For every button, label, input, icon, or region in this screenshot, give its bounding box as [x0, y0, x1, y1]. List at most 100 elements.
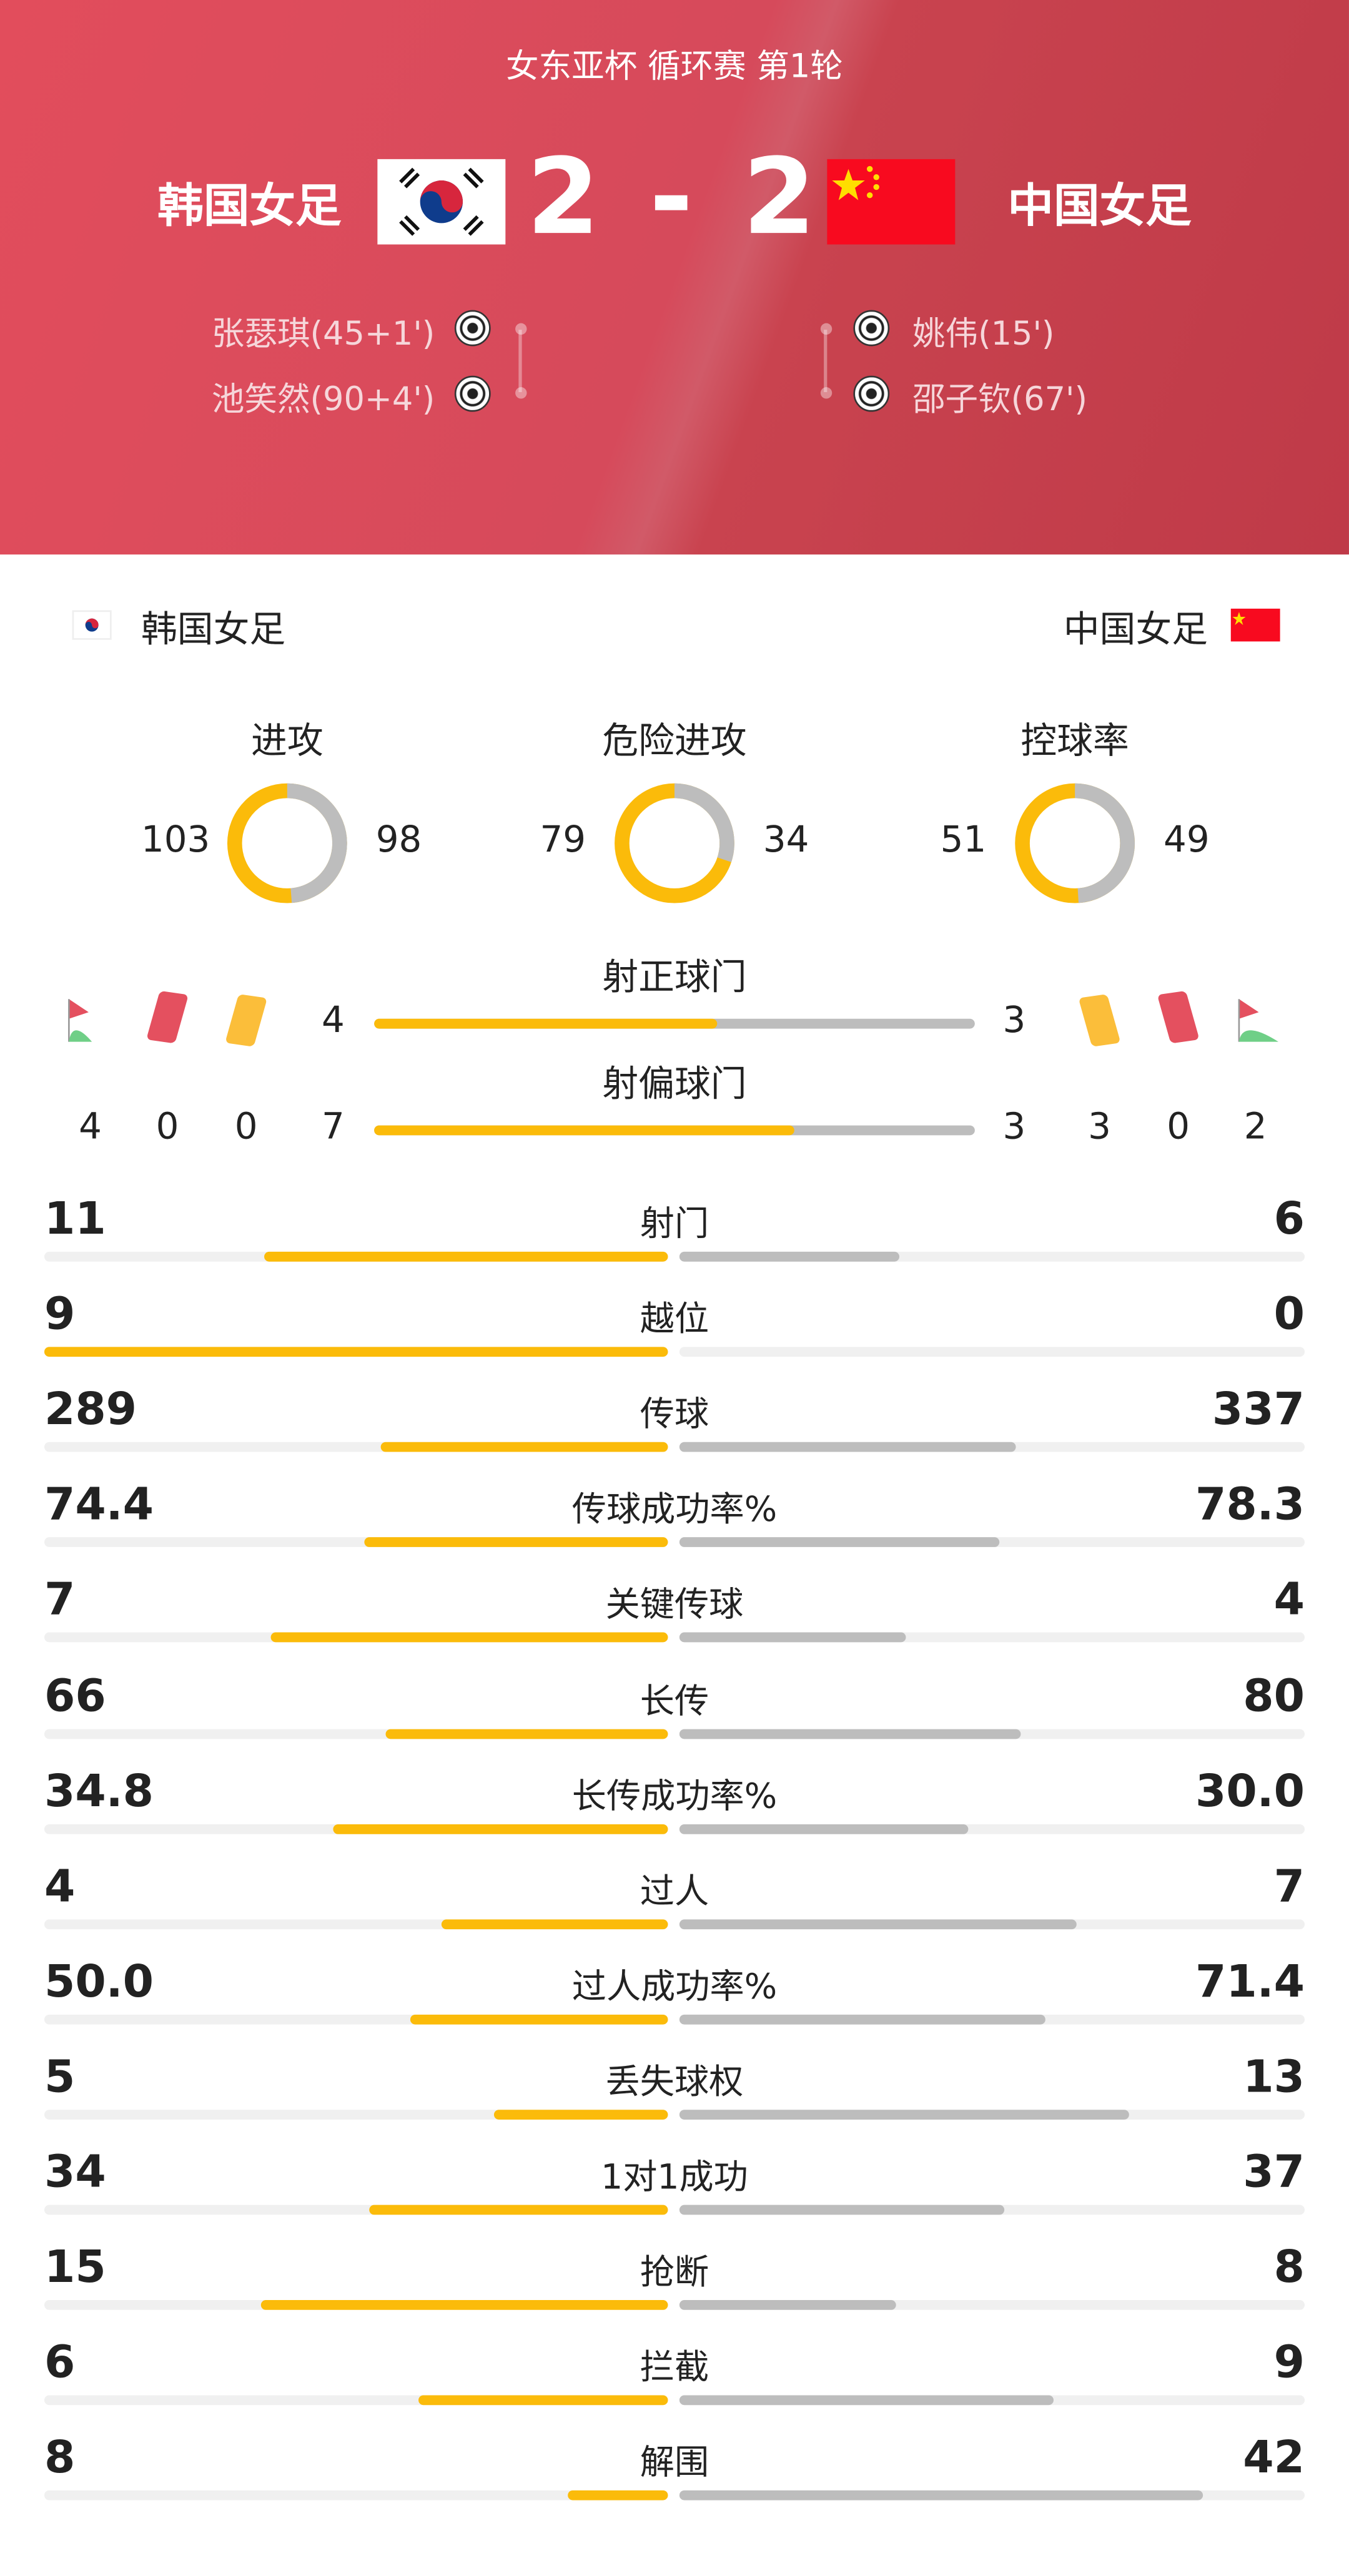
home-shots-off-target: 7	[322, 1107, 345, 1149]
shots-off-target-bar	[374, 1125, 975, 1136]
home-scorer: 张瑟琪(45+1')	[211, 313, 435, 353]
donut-away-value: 98	[375, 820, 422, 862]
away-stat-value: 4	[1273, 1575, 1305, 1627]
away-bar-fill	[679, 2300, 897, 2311]
stat-row: 4 过人 7	[0, 1862, 1349, 1944]
stat-row: 289 传球 337	[0, 1385, 1349, 1467]
away-bar-fill	[679, 2205, 1005, 2215]
away-red-cards: 0	[1167, 1107, 1190, 1149]
stat-label: 过人成功率%	[571, 1967, 778, 2007]
shots-on-target-bar	[374, 1018, 975, 1029]
donut-away-value: 49	[1164, 820, 1210, 862]
away-scorer: 姚伟(15')	[912, 313, 1055, 353]
home-bar-fill	[386, 1728, 668, 1739]
donut-away-value: 34	[763, 820, 809, 862]
donut-home-value: 79	[540, 820, 586, 862]
home-stat-value: 66	[44, 1671, 106, 1722]
stat-row: 50.0 过人成功率% 71.4	[0, 1957, 1349, 2038]
donut-home-value: 103	[141, 820, 210, 862]
home-bar-fill	[411, 2014, 668, 2025]
yellow-card-icon	[1078, 994, 1121, 1047]
away-bar-fill	[679, 1442, 1015, 1453]
stat-row: 34.8 长传成功率% 30.0	[0, 1766, 1349, 1848]
home-bar-fill	[333, 1823, 668, 1834]
away-shots-off-target: 3	[1002, 1107, 1026, 1149]
home-stat-value: 34.8	[44, 1766, 154, 1817]
red-card-icon	[146, 990, 189, 1044]
timeline-line	[824, 330, 828, 393]
donut-label: 控球率	[1020, 722, 1129, 763]
stat-row: 6 拦截 9	[0, 2338, 1349, 2420]
home-stat-value: 8	[44, 2433, 76, 2485]
donut-label: 危险进攻	[602, 722, 747, 763]
donut-chart	[227, 783, 347, 903]
home-stat-value: 15	[44, 2243, 106, 2294]
corner-flag-icon	[66, 996, 118, 1051]
stat-row: 15 抢断 8	[0, 2243, 1349, 2324]
home-score: 2	[526, 137, 606, 260]
timeline-dot	[820, 387, 833, 399]
china-flag-icon	[827, 159, 956, 245]
home-team-name[interactable]: 韩国女足	[157, 179, 342, 234]
away-stat-value: 80	[1243, 1671, 1305, 1722]
home-stat-value: 289	[44, 1385, 137, 1436]
away-stat-value: 0	[1273, 1289, 1305, 1341]
shots-off-target-label: 射偏球门	[602, 1064, 747, 1106]
home-bar-fill	[441, 1919, 668, 1929]
home-stat-value: 74.4	[44, 1480, 154, 1531]
home-corners: 4	[79, 1107, 102, 1149]
away-bar-fill	[679, 2014, 1047, 2025]
away-stat-value: 37	[1243, 2147, 1305, 2199]
away-stat-value: 337	[1212, 1385, 1305, 1436]
home-bar-fill	[495, 2109, 668, 2120]
stat-row: 7 关键传球 4	[0, 1576, 1349, 1658]
stat-label: 传球成功率%	[571, 1490, 778, 1530]
stat-label: 1对1成功	[601, 2157, 748, 2197]
away-stat-value: 7	[1273, 1861, 1305, 1913]
stat-label: 拦截	[640, 2347, 709, 2387]
stat-row: 8 解围 42	[0, 2434, 1349, 2515]
home-stat-value: 7	[44, 1575, 76, 1627]
away-stat-value: 42	[1243, 2433, 1305, 2485]
home-bar-fill	[369, 2205, 668, 2215]
home-stat-value: 4	[44, 1861, 76, 1913]
stat-row: 11 射门 6	[0, 1194, 1349, 1276]
away-bar-fill	[679, 1251, 900, 1262]
soccer-ball-icon	[853, 310, 890, 347]
stat-row: 74.4 传球成功率% 78.3	[0, 1480, 1349, 1562]
shots-on-target-label: 射正球门	[602, 958, 747, 1000]
home-bar-fill	[44, 1347, 668, 1357]
away-bar-fill	[679, 1919, 1077, 1929]
stat-row: 34 1对1成功 37	[0, 2148, 1349, 2229]
home-bar-track	[44, 2490, 668, 2501]
timeline-dot	[820, 323, 833, 335]
red-card-icon	[1157, 990, 1200, 1044]
competition-title: 女东亚杯 循环赛 第1轮	[506, 46, 843, 86]
stat-label: 抢断	[640, 2253, 709, 2293]
scoreline: 2 - 2	[526, 138, 822, 259]
away-stat-value: 78.3	[1195, 1480, 1305, 1531]
timeline-line	[518, 330, 522, 393]
soccer-ball-icon	[454, 375, 491, 412]
yellow-card-icon	[225, 994, 268, 1047]
donut-away-segment	[227, 783, 347, 903]
away-bar-fill	[679, 1633, 906, 1643]
donut-chart	[615, 783, 734, 903]
away-team-label: 中国女足	[1063, 610, 1208, 652]
home-red-cards: 0	[156, 1107, 179, 1149]
home-shots-on-target: 4	[322, 1000, 345, 1042]
home-team-label: 韩国女足	[141, 610, 286, 652]
away-stat-value: 9	[1273, 2338, 1305, 2389]
timeline-dot	[515, 323, 527, 335]
stat-row: 5 丢失球权 13	[0, 2052, 1349, 2134]
away-team-name[interactable]: 中国女足	[1007, 179, 1192, 234]
donut-away-segment	[1015, 783, 1135, 903]
home-stat-value: 34	[44, 2147, 106, 2199]
home-bar-fill	[261, 2300, 668, 2311]
home-share-fill	[374, 1018, 718, 1029]
home-bar-fill	[418, 2395, 668, 2406]
stat-row: 9 越位 0	[0, 1290, 1349, 1372]
away-bar-fill	[679, 2109, 1130, 2120]
away-stat-value: 30.0	[1195, 1766, 1305, 1817]
away-bar-fill	[679, 2395, 1054, 2406]
